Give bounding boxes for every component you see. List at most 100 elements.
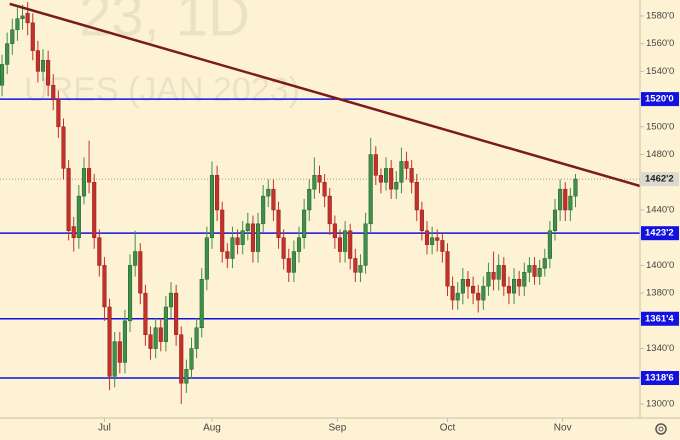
candle-body: [122, 320, 127, 363]
candle-body: [30, 22, 35, 51]
candle-body: [220, 209, 225, 252]
candle-body: [471, 285, 476, 294]
candle-body: [476, 292, 481, 301]
candle-body: [404, 161, 409, 169]
y-tick-label: 1400'0: [646, 260, 674, 271]
candle-body: [250, 223, 255, 252]
candle-body: [537, 267, 542, 277]
candle-body: [271, 188, 276, 211]
candle-body: [481, 285, 486, 301]
candle-body: [266, 188, 271, 197]
level-label: 1423'2: [645, 228, 674, 239]
candle-body: [40, 60, 46, 72]
gear[interactable]: [655, 423, 667, 435]
level-label: 1318'6: [645, 373, 674, 384]
candle-body: [61, 126, 66, 169]
candle-body: [327, 195, 332, 225]
candle-body: [568, 195, 573, 211]
y-tick-label: 1440'0: [646, 204, 674, 215]
candle-body: [430, 237, 435, 245]
y-tick-label: 1500'0: [646, 121, 674, 132]
candle-body: [209, 175, 215, 238]
candle-body: [102, 265, 107, 308]
x-tick-label: Aug: [203, 423, 221, 434]
gear-hub[interactable]: [658, 426, 664, 432]
x-tick-label: Jul: [98, 423, 111, 434]
candle-body: [394, 182, 399, 190]
candle-body: [138, 251, 143, 294]
level-label-box: [641, 371, 679, 386]
candle-body: [199, 279, 204, 329]
level-label-box: [641, 311, 679, 326]
candle-body: [465, 279, 471, 287]
trend-line: [9, 2, 641, 188]
plot: 23, 1D URES (JAN 2023): [0, 0, 641, 405]
candle-body: [51, 84, 56, 100]
candle-body: [337, 237, 343, 252]
candle-body: [322, 182, 327, 197]
candle-body: [117, 341, 122, 363]
candle-body: [189, 348, 194, 370]
candle-body: [440, 240, 445, 252]
candle-body: [419, 209, 424, 232]
candle-body: [460, 279, 465, 294]
candle-body: [312, 175, 317, 190]
watermark: URES (JAN 2023): [24, 71, 300, 109]
candle-body: [168, 292, 174, 308]
candle-body: [143, 292, 148, 335]
candle-body: [363, 223, 368, 266]
candle-body: [71, 226, 76, 238]
candle-body: [92, 182, 97, 238]
candle-body: [286, 258, 291, 273]
y-tick-label: 1540'0: [646, 66, 674, 77]
candle-body: [317, 175, 322, 183]
candle-body: [112, 341, 117, 377]
candle-body: [81, 168, 87, 197]
settings-icon[interactable]: [655, 423, 667, 435]
candle-body: [373, 154, 378, 176]
candle-body: [35, 50, 40, 72]
candle-body: [127, 265, 133, 322]
candle-body: [343, 230, 348, 252]
candle-body: [501, 265, 506, 287]
candle-body: [424, 230, 430, 245]
level-label-box: [641, 92, 679, 107]
watermark: 23, 1D: [79, 0, 250, 48]
candle-body: [15, 18, 20, 31]
x-tick-label: Oct: [440, 423, 456, 434]
level-label: 1520'0: [645, 94, 674, 105]
candle-body: [383, 168, 389, 183]
candle-body: [332, 223, 337, 238]
candle-body: [10, 29, 15, 44]
level-label: 1361'4: [645, 313, 674, 324]
candle-body: [133, 251, 138, 266]
candle-body: [368, 154, 373, 225]
candle-body: [148, 334, 153, 349]
candle-body: [245, 223, 250, 232]
candle-body: [455, 292, 460, 301]
candle-body: [527, 265, 532, 273]
candle-body: [353, 258, 358, 273]
candle-body: [399, 161, 404, 183]
candle-body: [517, 279, 522, 287]
y-tick-label: 1380'0: [646, 288, 674, 299]
candle-body: [552, 209, 558, 232]
last-price-box: [641, 172, 679, 187]
candle-body: [409, 168, 414, 183]
y-tick-label: 1300'0: [646, 399, 674, 410]
candle-body: [261, 195, 266, 225]
candle-body: [302, 209, 307, 238]
candle-body: [20, 15, 25, 19]
candle-body: [307, 188, 312, 211]
candle-body: [511, 279, 517, 294]
candle-body: [414, 182, 419, 211]
candle-body: [348, 230, 353, 259]
candle-body: [230, 237, 235, 259]
candle-body: [532, 265, 537, 277]
candle-body: [296, 237, 302, 252]
candle-body: [56, 98, 61, 128]
candle-body: [255, 223, 261, 252]
candle-body: [107, 306, 112, 377]
